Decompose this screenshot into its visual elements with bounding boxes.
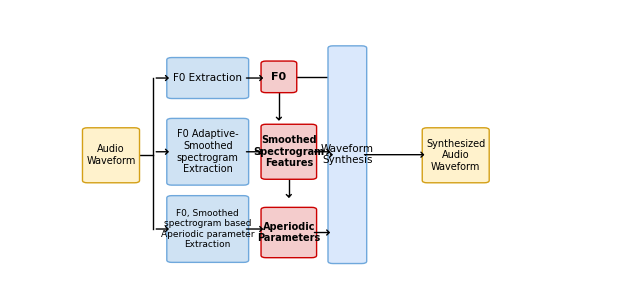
FancyBboxPatch shape [261,124,317,179]
FancyBboxPatch shape [167,119,248,185]
FancyBboxPatch shape [422,128,489,183]
Text: F0 Extraction: F0 Extraction [173,73,242,83]
Text: Audio
Waveform: Audio Waveform [86,144,136,166]
Text: Smoothed
Spectrogram
Features: Smoothed Spectrogram Features [253,135,324,168]
Text: F0 Adaptive-
Smoothed
spectrogram
Extraction: F0 Adaptive- Smoothed spectrogram Extrac… [177,130,239,174]
FancyBboxPatch shape [167,57,248,98]
Text: Aperiodic
Parameters: Aperiodic Parameters [257,222,321,243]
FancyBboxPatch shape [261,207,317,258]
FancyBboxPatch shape [167,196,248,262]
Text: F0: F0 [271,72,287,82]
Text: Synthesized
Audio
Waveform: Synthesized Audio Waveform [426,139,485,172]
Text: Waveform
Synthesis: Waveform Synthesis [321,144,374,165]
FancyBboxPatch shape [83,128,140,183]
Text: F0, Smoothed
spectrogram based
Aperiodic parameter
Extraction: F0, Smoothed spectrogram based Aperiodic… [161,209,255,249]
FancyBboxPatch shape [328,46,367,264]
FancyBboxPatch shape [261,61,297,93]
